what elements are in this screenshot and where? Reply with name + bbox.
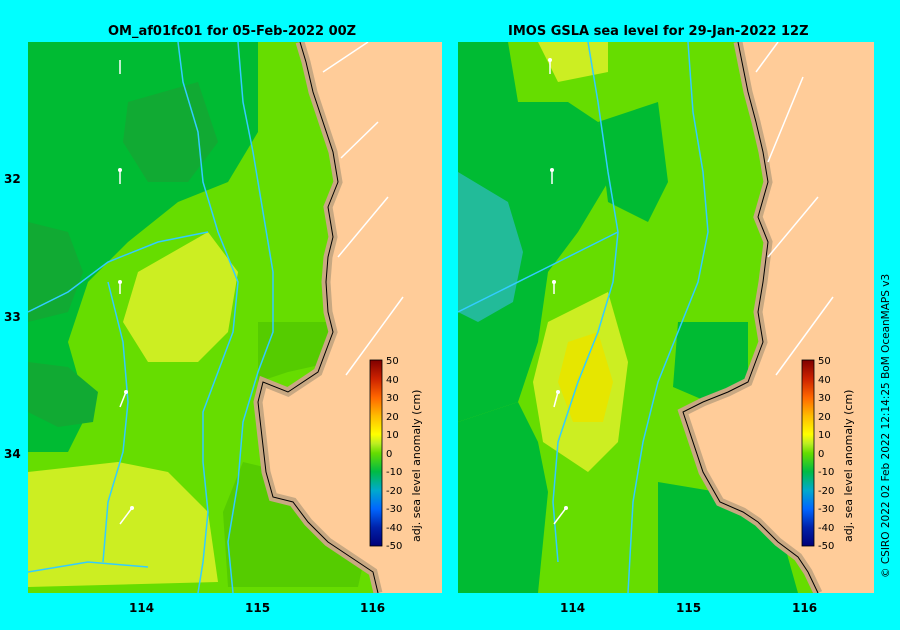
- colorbar-tick: -30: [386, 504, 402, 515]
- lon-tick: 114: [560, 601, 586, 615]
- anomaly-region: [598, 102, 668, 222]
- anomaly-region: [28, 362, 98, 427]
- land: [258, 42, 442, 593]
- right-map-title: IMOS GSLA sea level for 29-Jan-2022 12Z: [508, 24, 809, 39]
- colorbar-tick: 20: [386, 412, 399, 423]
- colorbar-tick: 50: [386, 356, 399, 367]
- isobath: [227, 42, 274, 593]
- anomaly-region: [123, 232, 238, 362]
- lon-tick: 114: [129, 601, 155, 615]
- colorbar-label: adj. sea level anomaly (cm): [410, 390, 423, 542]
- left-map-title: OM_af01fc01 for 05-Feb-2022 00Z: [108, 24, 357, 39]
- colorbar-tick: 30: [818, 393, 831, 404]
- colorbar-tick: 20: [818, 412, 831, 423]
- lat-tick: 33: [4, 310, 21, 324]
- colorbar-tick: -10: [818, 467, 834, 478]
- colorbar-tick: 40: [818, 375, 831, 386]
- colorbar-tick: -20: [818, 486, 834, 497]
- colorbar-tick: -10: [386, 467, 402, 478]
- anomaly-region: [123, 82, 218, 182]
- colorbar-tick: 30: [386, 393, 399, 404]
- anomaly-region: [28, 222, 83, 322]
- isobath: [28, 231, 209, 313]
- current-arrows: [549, 42, 834, 525]
- isobath: [458, 231, 619, 313]
- colorbar-tick: -50: [818, 541, 834, 552]
- colorbar-tick: 40: [386, 375, 399, 386]
- lon-tick: 115: [245, 601, 271, 615]
- anomaly-region: [673, 322, 748, 402]
- anomaly-region: [28, 462, 218, 587]
- colorbar-tick: 0: [386, 449, 392, 460]
- lon-tick: 115: [676, 601, 702, 615]
- isobath: [552, 42, 619, 563]
- isobath: [627, 42, 709, 593]
- anomaly-region: [658, 482, 798, 593]
- coastline: [257, 42, 379, 593]
- colorbar-tick: -30: [818, 504, 834, 515]
- anomaly-region: [538, 42, 608, 82]
- isobath: [177, 42, 239, 593]
- colorbar-tick: 10: [386, 430, 399, 441]
- anomaly-region: [458, 172, 523, 322]
- isobath: [102, 281, 129, 563]
- anomaly-region: [458, 402, 548, 593]
- colorbar-tick: -50: [386, 541, 402, 552]
- right-sea-level-map: 50 40 30 20 10 0 -10 -20 -30 -40 -50 adj…: [458, 42, 874, 593]
- colorbar-tick: 0: [818, 449, 824, 460]
- colorbar-tick: -40: [386, 523, 402, 534]
- current-arrows: [119, 42, 404, 525]
- left-sea-level-map: 50 40 30 20 10 0 -10 -20 -30 -40 -50 adj…: [28, 42, 442, 593]
- colorbar-label: adj. sea level anomaly (cm): [842, 390, 855, 542]
- credit-text: © CSIRO 2022 02 Feb 2022 12:14:25 BoM Oc…: [880, 273, 892, 578]
- colorbar: [369, 359, 383, 547]
- lat-tick: 32: [4, 172, 21, 186]
- colorbar-tick: -20: [386, 486, 402, 497]
- colorbar-tick: -40: [818, 523, 834, 534]
- arrowheads: [118, 168, 134, 510]
- anomaly-region: [258, 322, 333, 382]
- land: [683, 42, 874, 593]
- colorbar: [801, 359, 815, 547]
- colorbar-tick: 10: [818, 430, 831, 441]
- anomaly-region: [458, 42, 608, 422]
- coastline: [682, 42, 819, 593]
- lat-tick: 34: [4, 447, 21, 461]
- arrowheads: [548, 58, 568, 510]
- lon-tick: 116: [360, 601, 386, 615]
- colorbar-tick: 50: [818, 356, 831, 367]
- lon-tick: 116: [792, 601, 818, 615]
- isobath: [28, 561, 149, 573]
